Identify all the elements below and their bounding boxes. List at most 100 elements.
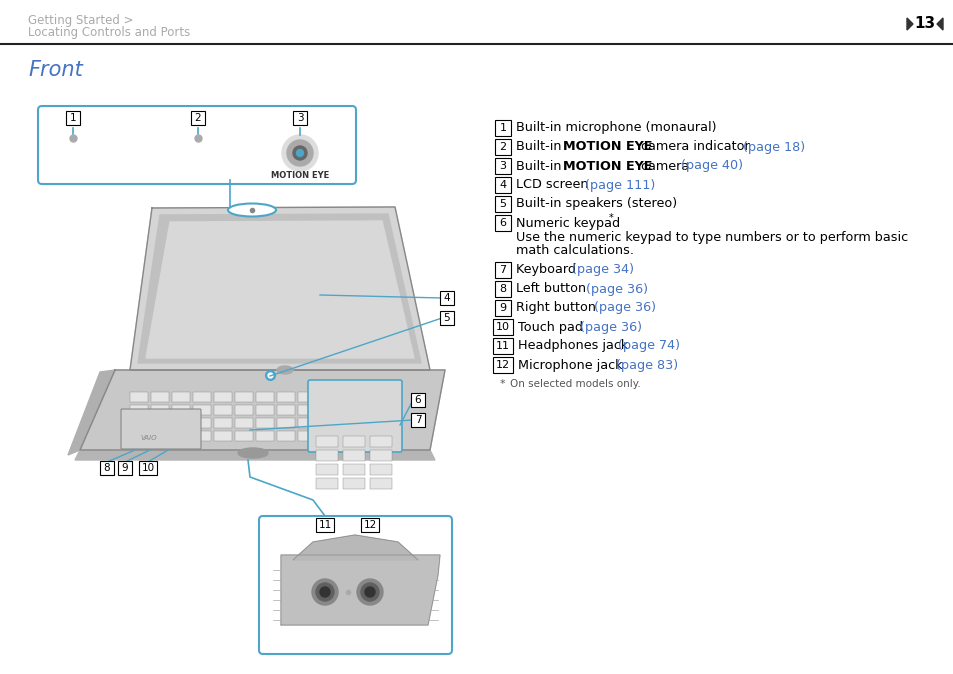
Text: 12: 12 [496,360,510,370]
FancyBboxPatch shape [495,215,510,231]
Circle shape [293,146,307,160]
Polygon shape [281,555,439,625]
FancyBboxPatch shape [342,450,365,461]
FancyBboxPatch shape [381,404,400,415]
FancyBboxPatch shape [193,431,211,441]
FancyBboxPatch shape [495,177,510,193]
Text: Numeric keypad: Numeric keypad [516,216,619,230]
Polygon shape [936,18,942,30]
Polygon shape [80,370,444,450]
FancyBboxPatch shape [234,418,253,428]
Text: On selected models only.: On selected models only. [510,379,640,389]
FancyBboxPatch shape [339,392,358,402]
FancyBboxPatch shape [213,418,233,428]
FancyBboxPatch shape [360,431,379,441]
Text: 4: 4 [443,293,450,303]
FancyBboxPatch shape [130,392,148,402]
FancyBboxPatch shape [493,357,513,373]
Circle shape [365,587,375,597]
FancyBboxPatch shape [151,392,169,402]
FancyBboxPatch shape [411,393,424,407]
Text: 1: 1 [70,113,76,123]
FancyBboxPatch shape [360,418,379,428]
FancyBboxPatch shape [172,404,190,415]
FancyBboxPatch shape [297,392,316,402]
FancyBboxPatch shape [276,418,295,428]
Text: (page 111): (page 111) [584,179,655,191]
FancyBboxPatch shape [370,435,392,448]
FancyBboxPatch shape [318,392,337,402]
FancyBboxPatch shape [495,140,510,155]
FancyBboxPatch shape [191,111,205,125]
FancyBboxPatch shape [172,392,190,402]
Text: 1: 1 [499,123,506,133]
Text: 10: 10 [141,463,154,473]
Text: 11: 11 [496,341,510,351]
FancyBboxPatch shape [234,392,253,402]
FancyBboxPatch shape [495,262,510,278]
FancyBboxPatch shape [255,418,274,428]
FancyBboxPatch shape [193,404,211,415]
Text: 6: 6 [415,395,421,405]
Text: Getting Started >: Getting Started > [28,14,133,27]
Circle shape [360,583,378,601]
FancyBboxPatch shape [318,418,337,428]
FancyBboxPatch shape [370,478,392,489]
Text: (page 36): (page 36) [579,321,641,334]
FancyBboxPatch shape [151,404,169,415]
FancyBboxPatch shape [315,464,338,475]
Circle shape [315,583,334,601]
FancyBboxPatch shape [172,431,190,441]
Circle shape [296,150,303,156]
FancyBboxPatch shape [130,418,148,428]
FancyBboxPatch shape [297,431,316,441]
Text: Built-in speakers (stereo): Built-in speakers (stereo) [516,197,677,210]
FancyBboxPatch shape [315,435,338,448]
Text: 2: 2 [499,142,506,152]
FancyBboxPatch shape [213,404,233,415]
FancyBboxPatch shape [38,106,355,184]
FancyBboxPatch shape [381,418,400,428]
Polygon shape [130,207,430,370]
Text: 11: 11 [318,520,332,530]
FancyBboxPatch shape [342,435,365,448]
FancyBboxPatch shape [276,404,295,415]
FancyBboxPatch shape [439,291,454,305]
FancyBboxPatch shape [360,518,378,532]
FancyBboxPatch shape [370,464,392,475]
FancyBboxPatch shape [315,478,338,489]
Text: *: * [499,379,505,389]
Text: Right button: Right button [516,301,599,315]
FancyBboxPatch shape [151,418,169,428]
FancyBboxPatch shape [495,158,510,174]
Text: MOTION EYE: MOTION EYE [562,140,652,154]
Text: Headphones jack: Headphones jack [517,340,632,353]
FancyBboxPatch shape [213,392,233,402]
Text: 10: 10 [496,322,510,332]
Text: MOTION EYE: MOTION EYE [271,171,329,179]
Text: 9: 9 [499,303,506,313]
FancyBboxPatch shape [172,418,190,428]
FancyBboxPatch shape [193,418,211,428]
Text: (page 34): (page 34) [572,264,634,276]
FancyBboxPatch shape [339,404,358,415]
Text: Left button: Left button [516,282,590,295]
Text: Front: Front [28,60,83,80]
Text: Microphone jack: Microphone jack [517,359,626,371]
Text: camera: camera [637,160,693,173]
Circle shape [356,579,382,605]
FancyBboxPatch shape [130,431,148,441]
FancyBboxPatch shape [439,311,454,325]
FancyBboxPatch shape [318,404,337,415]
FancyBboxPatch shape [139,461,157,475]
Text: Keyboard: Keyboard [516,264,579,276]
Text: 7: 7 [499,265,506,275]
Text: Use the numeric keypad to type numbers or to perform basic: Use the numeric keypad to type numbers o… [516,231,907,243]
FancyBboxPatch shape [495,196,510,212]
Text: MOTION EYE: MOTION EYE [562,160,652,173]
Text: 9: 9 [122,463,128,473]
FancyBboxPatch shape [342,478,365,489]
FancyBboxPatch shape [193,392,211,402]
FancyBboxPatch shape [493,338,513,354]
FancyBboxPatch shape [234,431,253,441]
